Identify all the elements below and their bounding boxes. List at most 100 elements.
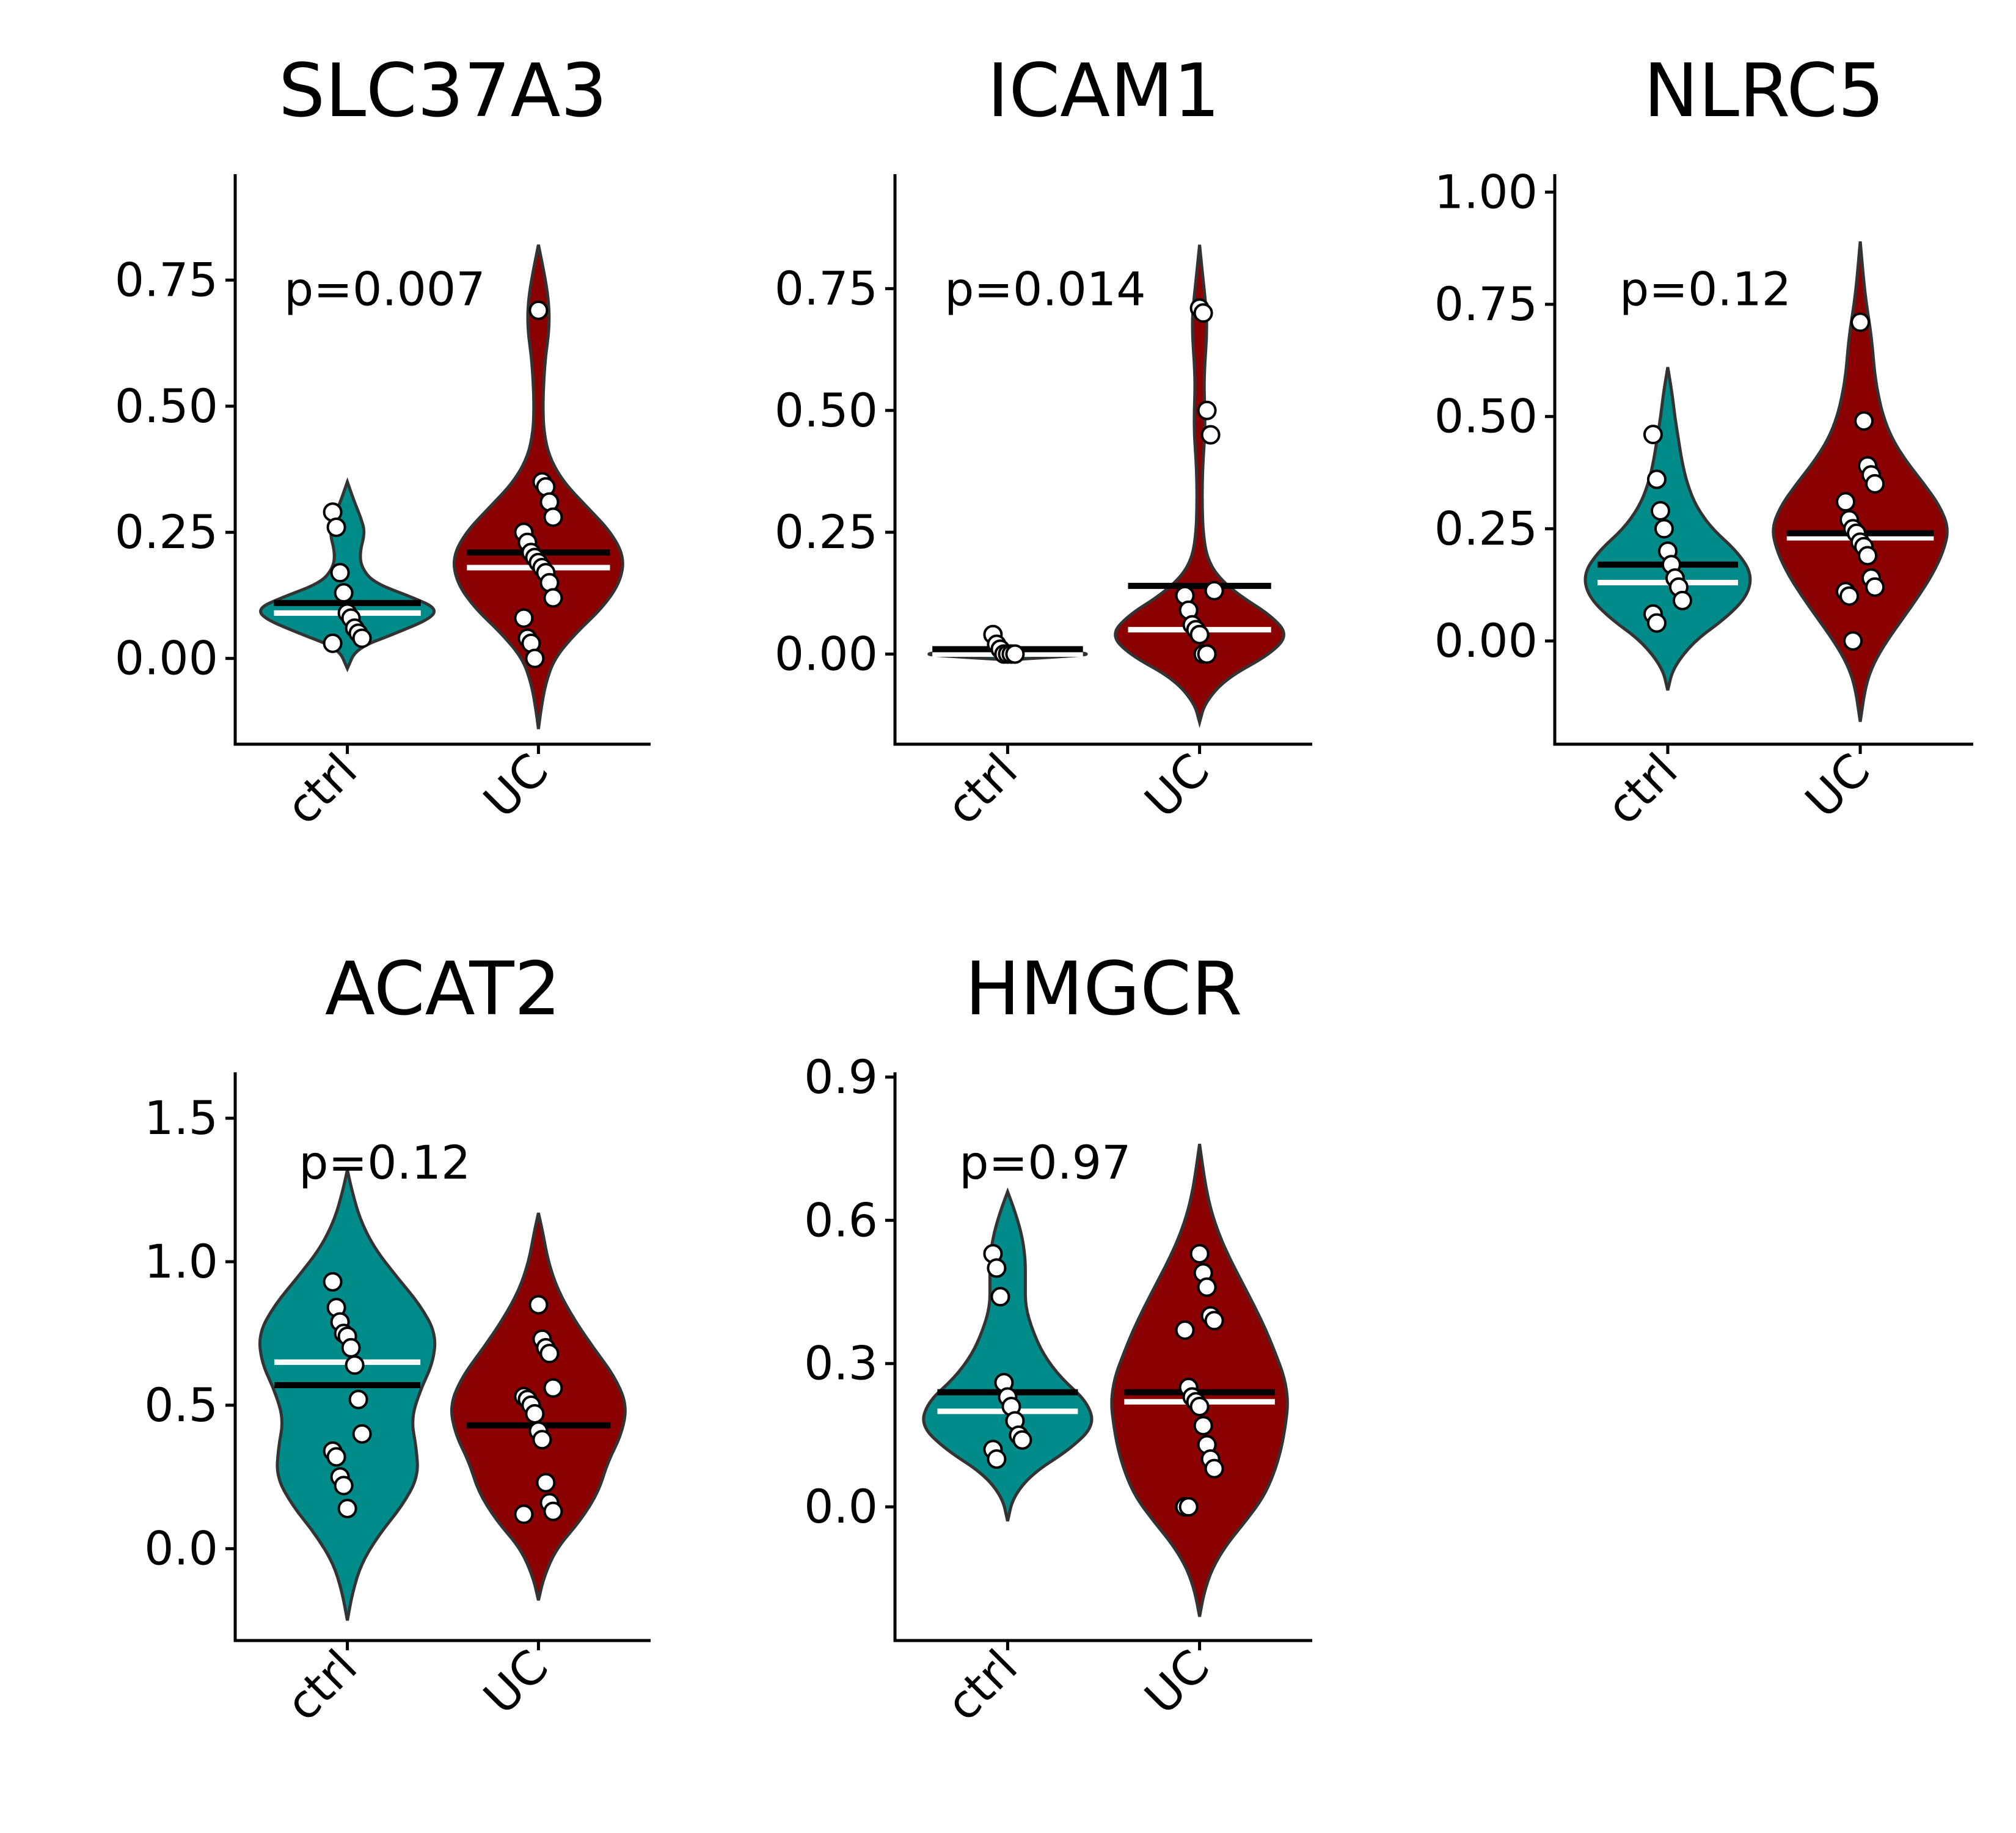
data-point [528,300,549,320]
data-point [334,583,354,603]
data-point [1200,425,1221,445]
data-point [1204,580,1224,601]
y-tick-label: 0.00 [115,631,218,686]
data-point [987,1449,1007,1469]
data-point [337,1498,357,1518]
axis-spines [233,174,651,746]
x-tick-label: UC [1134,743,1220,829]
violin-uc [1110,1143,1289,1617]
panel-nlrc5: NLRC5 0.00 0.25 0.50 0.75 1.00 ctrl UC p=0.12 [1434,49,1973,835]
x-tick-label: UC [473,743,558,829]
data-point [1850,312,1871,332]
data-point [1189,1397,1210,1417]
data-point [1839,586,1860,606]
y-tick-label: 0.0 [804,1479,878,1534]
x-tick-label: UC [1134,1639,1220,1725]
data-point [1204,1311,1224,1331]
data-point [330,563,350,583]
y-tick-label: 1.00 [1434,164,1538,219]
data-point [532,1430,552,1450]
y-tick-label: 0.6 [804,1193,878,1247]
data-point [1175,1320,1195,1341]
violin-ctrl [258,1169,437,1621]
panel-icam1: ICAM1 0.00 0.25 0.50 0.75 ctrl UC p=0.014 [775,49,1312,835]
data-point [1204,1458,1224,1479]
data-point [352,628,372,648]
axis-spines [893,1072,1312,1642]
panel-title: ACAT2 [325,947,561,1032]
data-point [543,1501,563,1521]
y-tick-label: 0.00 [1434,613,1538,668]
data-point [326,1447,346,1467]
data-point [1178,1497,1199,1517]
data-point [1836,492,1856,512]
panel-title: ICAM1 [987,49,1220,134]
p-value-annotation: p=0.014 [944,262,1146,316]
x-tick-label: ctrl [936,1639,1028,1732]
data-point [323,633,343,653]
x-tick-label: UC [473,1639,558,1725]
data-point [1197,400,1217,420]
y-tick-label: 0.50 [775,383,878,437]
data-point [528,1295,549,1315]
y-tick-label: 0.25 [115,505,218,559]
y-tick-label: 0.0 [144,1521,218,1576]
data-point [514,1504,534,1524]
data-point [514,608,534,628]
axis-spines [1553,174,1973,746]
panel-title: NLRC5 [1643,49,1884,134]
data-point [341,1337,361,1358]
x-tick-label: ctrl [1596,743,1688,835]
data-point [1189,624,1210,645]
data-point [543,588,563,608]
panel-hmgcr: HMGCR 0.0 0.3 0.6 0.9 ctrl UC p=0.97 [804,947,1312,1731]
data-point [1012,1430,1032,1450]
y-tick-label: 0.00 [775,626,878,681]
data-point [543,507,563,527]
y-tick-label: 0.75 [115,252,218,307]
data-point [987,1258,1007,1278]
y-tick-label: 0.25 [775,505,878,559]
data-point [1650,500,1670,521]
data-point [539,1344,560,1364]
p-value-annotation: p=0.12 [1620,262,1791,316]
data-point [1005,644,1025,664]
violin-ctrl [922,1187,1094,1522]
y-tick-label: 0.50 [115,379,218,433]
y-tick-label: 0.50 [1434,389,1538,444]
x-tick-label: ctrl [936,743,1028,835]
y-tick-label: 0.5 [144,1378,218,1432]
y-tick-label: 1.0 [144,1234,218,1289]
panel-title: SLC37A3 [279,49,607,134]
p-value-annotation: p=0.12 [299,1135,470,1190]
data-point [1843,631,1863,651]
data-point [352,1424,372,1444]
violin-uc [1772,241,1949,722]
data-point [1672,590,1692,610]
data-point [1193,1416,1213,1436]
data-point [348,1389,368,1410]
data-point [326,517,346,537]
data-point [1865,474,1885,494]
data-point [1858,546,1878,566]
p-value-annotation: p=0.007 [284,262,486,316]
x-tick-label: UC [1795,743,1880,829]
axis-spines [893,174,1312,746]
data-point [345,1355,365,1375]
data-point [1197,644,1217,664]
y-tick-label: 0.25 [1434,501,1538,555]
y-tick-label: 0.3 [804,1336,878,1391]
x-tick-label: ctrl [276,743,368,835]
data-point [334,1476,354,1496]
data-point [1197,1277,1217,1297]
p-value-annotation: p=0.97 [959,1135,1131,1190]
data-point [1643,425,1663,445]
y-tick-label: 0.9 [804,1050,878,1104]
data-point [1854,411,1874,431]
panel-title: HMGCR [965,947,1243,1032]
data-point [1865,577,1885,597]
x-tick-label: ctrl [276,1639,368,1732]
y-tick-label: 0.75 [1434,277,1538,331]
data-point [525,1403,545,1424]
